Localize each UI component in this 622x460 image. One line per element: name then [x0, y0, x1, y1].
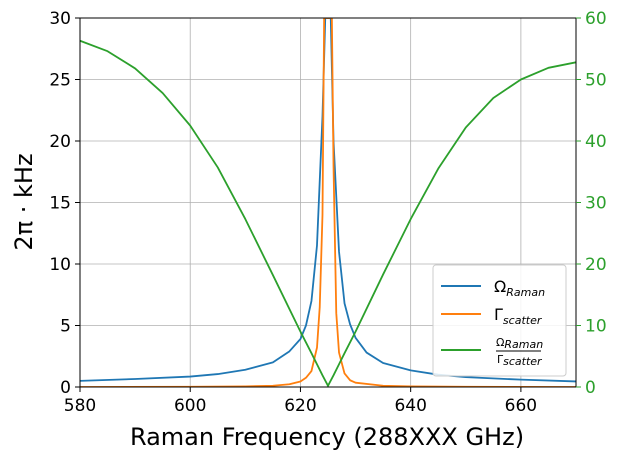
- x-tick-label: 640: [394, 396, 426, 416]
- y-tick-label-left: 30: [49, 9, 71, 29]
- y-tick-label-left: 10: [49, 255, 71, 275]
- y-tick-label-left: 5: [60, 317, 71, 337]
- y-tick-label-right: 50: [585, 71, 607, 91]
- x-axis-label: Raman Frequency (288XXX GHz): [130, 423, 524, 451]
- y-tick-label-left: 20: [49, 132, 71, 152]
- y-axis-label: 2π · kHz: [10, 153, 38, 250]
- y-ticks-left: 0 5 10 15 20 25 30: [49, 9, 80, 398]
- y-tick-label-right: 40: [585, 132, 607, 152]
- legend-label-omega: ΩRaman: [494, 277, 545, 299]
- series-line-ratio: [80, 39, 576, 387]
- series-layer: [80, 18, 576, 387]
- y-tick-label-right: 60: [585, 9, 607, 29]
- svg-text:ΩRaman: ΩRaman: [496, 336, 543, 351]
- y-tick-label-left: 25: [49, 71, 71, 91]
- y-tick-label-left: 0: [60, 378, 71, 398]
- y-tick-label-right: 0: [585, 378, 596, 398]
- x-tick-label: 660: [505, 396, 537, 416]
- y-tick-label-left: 15: [49, 194, 71, 214]
- legend-label-gamma: Γscatter: [494, 305, 543, 327]
- legend: ΩRaman Γscatter ΩRaman Γscatter: [432, 264, 567, 377]
- x-tick-label: 580: [64, 396, 96, 416]
- y-tick-label-right: 10: [585, 317, 607, 337]
- y-tick-label-right: 30: [585, 194, 607, 214]
- series-line-gamma-scatter: [80, 18, 576, 387]
- y-tick-label-right: 20: [585, 255, 607, 275]
- x-tick-label: 600: [174, 396, 206, 416]
- legend-box: [432, 264, 567, 377]
- legend-label-ratio: ΩRaman Γscatter: [496, 336, 543, 368]
- series-line-omega-raman: [80, 18, 576, 383]
- y-ticks-right: 0 10 20 30 40 50 60: [576, 9, 607, 398]
- svg-text:Γscatter: Γscatter: [497, 353, 543, 368]
- x-ticks: 580 600 620 640 660: [64, 387, 537, 416]
- x-tick-label: 620: [284, 396, 316, 416]
